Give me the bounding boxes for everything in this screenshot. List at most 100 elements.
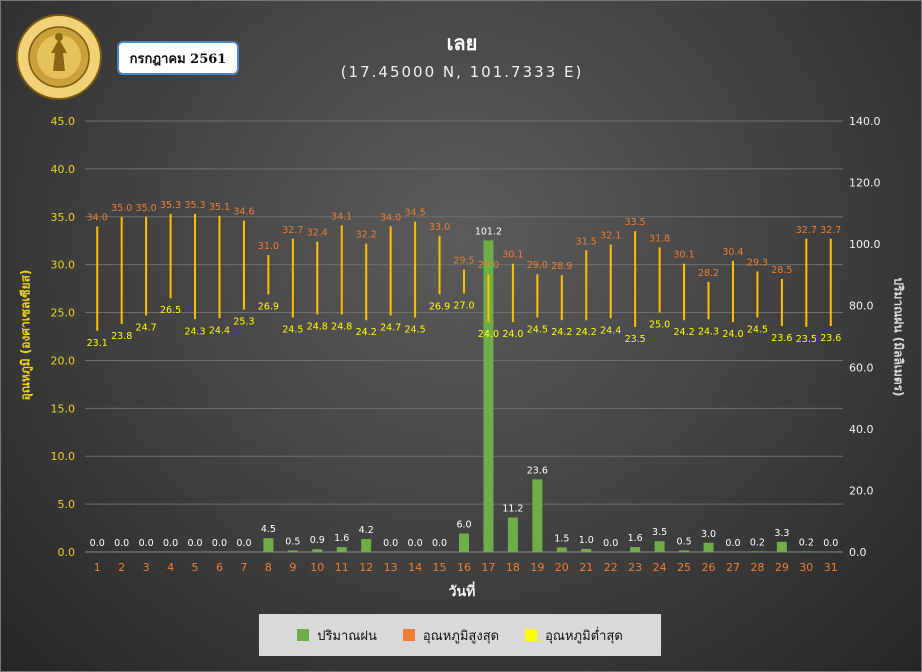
y2-tick-label: 80.0 — [849, 300, 874, 313]
min-temp-label: 25.0 — [649, 320, 670, 331]
x-tick-label: 27 — [726, 561, 740, 574]
y-tick-label: 40.0 — [51, 163, 76, 176]
min-temp-label: 24.2 — [356, 327, 377, 338]
min-temp-label: 24.3 — [698, 326, 719, 337]
y-tick-label: 20.0 — [51, 354, 76, 367]
min-temp-label: 23.5 — [625, 334, 646, 345]
chart-subtitle: (17.45000 N, 101.7333 E) — [340, 63, 584, 81]
x-tick-label: 16 — [457, 561, 471, 574]
rain-data-label: 0.0 — [408, 538, 423, 549]
chart-title: เลย — [446, 31, 478, 55]
min-temp-label: 23.6 — [820, 333, 841, 344]
x-tick-label: 3 — [143, 561, 150, 574]
legend-label-rain: ปริมาณฝน — [317, 628, 377, 644]
rain-bar — [679, 550, 690, 552]
min-temp-label: 24.4 — [600, 325, 621, 336]
x-tick-label: 21 — [579, 561, 593, 574]
rain-data-label: 0.0 — [383, 538, 398, 549]
max-temp-label: 32.4 — [307, 228, 328, 239]
x-tick-label: 20 — [555, 561, 569, 574]
rain-data-label: 11.2 — [502, 504, 523, 515]
y-tick-label: 0.0 — [58, 546, 76, 559]
min-temp-label: 25.3 — [233, 317, 254, 328]
max-temp-label: 31.5 — [576, 236, 597, 247]
legend-swatch-min-temp — [525, 629, 538, 641]
max-temp-label: 32.1 — [600, 231, 621, 242]
rain-bar — [556, 547, 567, 552]
x-tick-label: 14 — [408, 561, 422, 574]
max-temp-label: 35.0 — [136, 203, 157, 214]
y2-tick-label: 100.0 — [849, 238, 881, 251]
x-tick-label: 24 — [653, 561, 667, 574]
rain-bar — [801, 551, 812, 552]
x-tick-label: 9 — [289, 561, 296, 574]
x-tick-label: 29 — [775, 561, 789, 574]
y2-tick-label: 40.0 — [849, 423, 874, 436]
x-tick-label: 8 — [265, 561, 272, 574]
max-temp-label: 34.6 — [233, 207, 254, 218]
y-tick-label: 35.0 — [51, 211, 76, 224]
rain-data-label: 101.2 — [475, 226, 502, 237]
min-temp-label: 24.2 — [551, 327, 572, 338]
max-temp-label: 32.2 — [356, 230, 377, 241]
x-tick-label: 31 — [824, 561, 838, 574]
legend-item-min-temp: อุณหภูมิต่ำสุด — [525, 625, 623, 646]
max-temp-label: 28.9 — [551, 261, 572, 272]
rain-data-label: 0.0 — [236, 538, 251, 549]
rain-bar — [703, 542, 714, 552]
x-tick-label: 15 — [433, 561, 447, 574]
legend-item-max-temp: อุณหภูมิสูงสุด — [402, 625, 500, 646]
legend: ปริมาณฝน อุณหภูมิสูงสุด อุณหภูมิต่ำสุด — [259, 614, 661, 656]
x-tick-label: 25 — [677, 561, 691, 574]
rain-data-label: 1.0 — [579, 535, 594, 546]
rain-bar — [581, 548, 592, 552]
rain-data-label: 3.5 — [652, 527, 667, 538]
rain-data-label: 0.9 — [310, 535, 325, 546]
rain-data-label: 0.5 — [677, 536, 692, 547]
y2-tick-label: 140.0 — [849, 115, 881, 128]
min-temp-label: 26.9 — [258, 301, 279, 312]
min-temp-label: 23.5 — [796, 334, 817, 345]
max-temp-label: 34.1 — [331, 211, 352, 222]
y2-tick-label: 20.0 — [849, 484, 874, 497]
chart-plot: 0.05.010.015.020.025.030.035.040.045.00.… — [51, 115, 881, 574]
min-temp-label: 24.5 — [405, 324, 426, 335]
rain-bar — [336, 547, 347, 552]
min-temp-label: 24.5 — [527, 324, 548, 335]
y-tick-label: 25.0 — [51, 307, 76, 320]
x-axis-label: วันที่ — [448, 584, 476, 600]
rain-bar — [776, 541, 787, 552]
rain-data-label: 0.0 — [187, 538, 202, 549]
rain-bar — [483, 240, 494, 552]
x-tick-label: 6 — [216, 561, 223, 574]
rain-data-label: 0.5 — [285, 536, 300, 547]
max-temp-label: 30.4 — [722, 247, 743, 258]
x-tick-label: 1 — [94, 561, 101, 574]
x-tick-label: 19 — [530, 561, 544, 574]
min-temp-label: 24.0 — [502, 329, 523, 340]
min-temp-label: 26.5 — [160, 305, 181, 316]
max-temp-label: 35.3 — [184, 200, 205, 211]
x-tick-label: 13 — [384, 561, 398, 574]
y-tick-label: 30.0 — [51, 259, 76, 272]
rain-data-label: 0.0 — [90, 538, 105, 549]
y-tick-label: 10.0 — [51, 450, 76, 463]
min-temp-label: 24.2 — [576, 327, 597, 338]
meteorological-department-logo — [16, 14, 102, 100]
min-temp-label: 24.7 — [136, 322, 157, 333]
x-tick-label: 28 — [750, 561, 764, 574]
rain-data-label: 3.3 — [774, 528, 789, 539]
y-tick-label: 45.0 — [51, 115, 76, 128]
max-temp-label: 34.5 — [405, 208, 426, 219]
x-tick-label: 17 — [481, 561, 495, 574]
min-temp-label: 24.8 — [331, 321, 352, 332]
min-temp-label: 24.3 — [184, 326, 205, 337]
y-tick-label: 5.0 — [58, 498, 76, 511]
min-temp-label: 24.0 — [478, 329, 499, 340]
rain-bar — [654, 541, 665, 552]
max-temp-label: 28.2 — [698, 268, 719, 279]
min-temp-label: 24.7 — [380, 322, 401, 333]
min-temp-label: 24.4 — [209, 325, 230, 336]
legend-label-max-temp: อุณหภูมิสูงสุด — [422, 628, 500, 644]
